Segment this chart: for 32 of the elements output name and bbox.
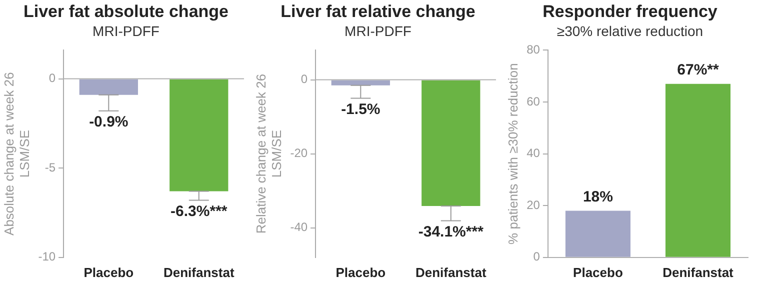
y-tick-label: 60 (526, 94, 540, 108)
y-tick-label: 0 (300, 72, 308, 86)
chart-title: Liver fat absolute change (22, 2, 230, 22)
chart-title: Liver fat relative change (280, 2, 476, 22)
x-tick-label: Placebo (84, 264, 134, 280)
x-tick-label: Denifanstat (415, 264, 487, 280)
y-tick-label: 40 (526, 146, 540, 160)
chart-subtitle: MRI-PDFF (344, 22, 412, 40)
y-axis-title: % patients with ≥30% reduction (505, 63, 520, 244)
x-tick-label: Placebo (573, 264, 623, 280)
chart-subtitle: ≥30% relative reduction (556, 22, 704, 40)
data-label: -6.3%*** (170, 202, 228, 220)
data-label: 67%** (677, 62, 719, 79)
y-axis-title: Absolute change at week 26 LSM/SE (1, 72, 32, 236)
data-label: 18% (582, 188, 613, 206)
y-tick-label: 80 (526, 42, 540, 57)
y-tick-label: 20 (526, 198, 540, 212)
x-tick-label: Placebo (336, 264, 386, 280)
chart-subtitle: MRI-PDFF (92, 22, 160, 40)
chart-title: Responder frequency (542, 2, 718, 22)
y-tick-label: -5 (44, 160, 56, 174)
y-tick-label: -10 (38, 250, 56, 264)
y-tick-label: 0 (48, 71, 56, 86)
data-label: -1.5% (341, 100, 380, 118)
y-tick-label: -20 (290, 146, 308, 160)
data-label: -0.9% (89, 114, 128, 131)
y-tick-label: 0 (533, 250, 540, 264)
data-label: -34.1%*** (418, 223, 484, 240)
y-tick-label: -40 (290, 220, 308, 234)
x-tick-label: Denifanstat (662, 264, 734, 280)
x-tick-label: Denifanstat (163, 264, 235, 280)
y-axis-title: Relative change at week 26 LSM/SE (253, 74, 284, 234)
